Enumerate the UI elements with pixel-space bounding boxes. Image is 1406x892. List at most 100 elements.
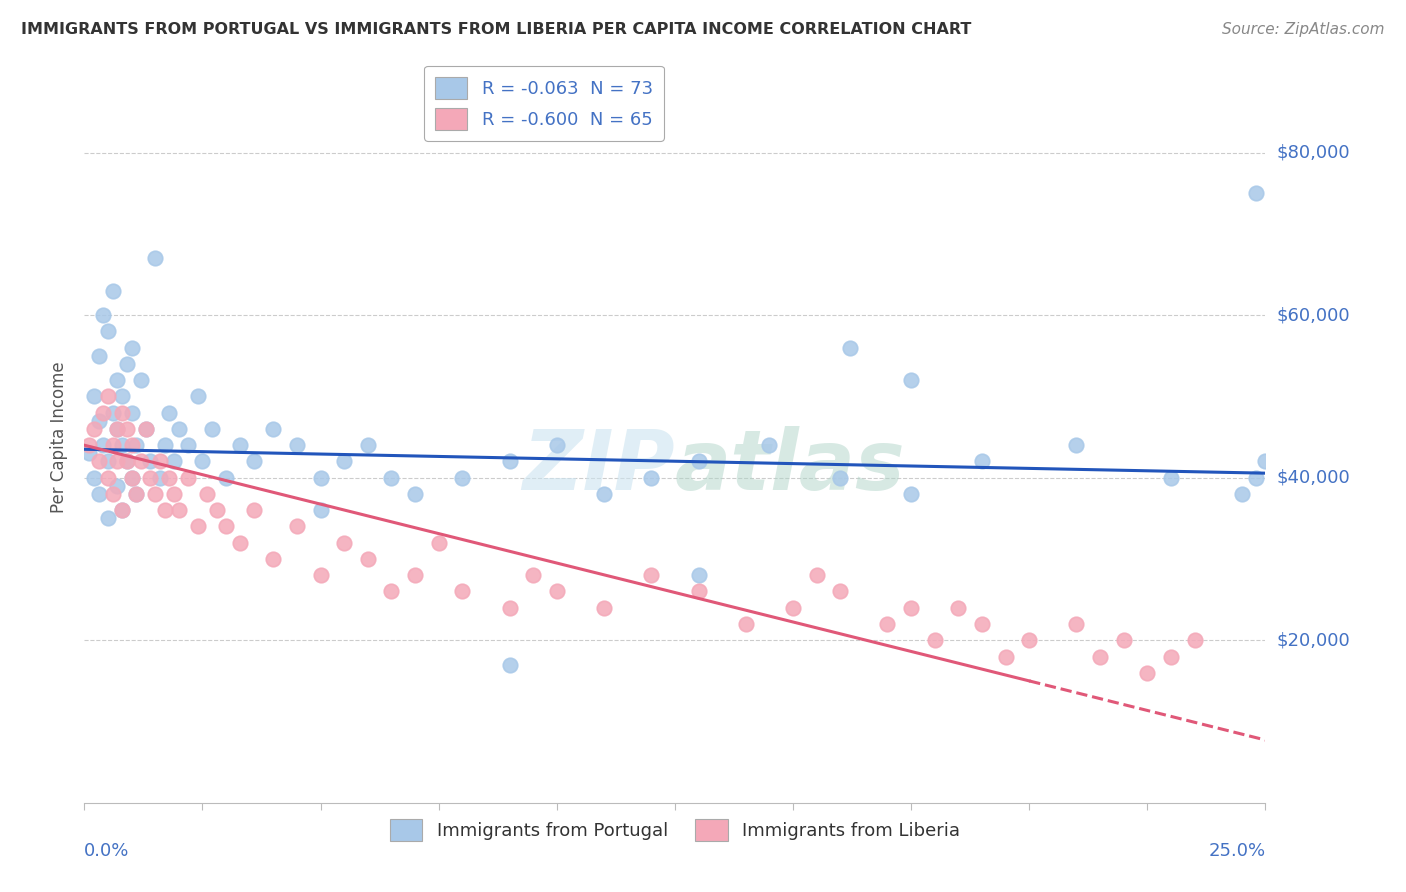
Point (135, 422, 157, 436)
Point (404, 568, 426, 582)
Point (97, 454, 120, 468)
Point (97, 511, 120, 525)
Point (97, 325, 120, 339)
Point (734, 617, 756, 632)
Text: $20,000: $20,000 (1277, 632, 1350, 649)
Point (91, 406, 114, 420)
Point (87, 349, 110, 363)
Point (357, 552, 380, 566)
Point (970, 454, 993, 468)
Text: 0.0%: 0.0% (84, 842, 129, 860)
Point (948, 600, 970, 615)
Point (115, 357, 138, 371)
Point (195, 487, 218, 501)
Point (115, 422, 138, 436)
Point (1066, 438, 1088, 452)
Point (782, 600, 804, 615)
Point (101, 284, 124, 298)
Point (806, 568, 828, 582)
Point (1136, 665, 1159, 680)
Point (876, 617, 898, 632)
Point (153, 438, 176, 452)
Point (87, 454, 110, 468)
Point (1018, 633, 1040, 648)
Point (900, 600, 922, 615)
Point (229, 535, 252, 549)
Point (838, 341, 860, 355)
Point (107, 422, 129, 436)
Point (262, 552, 284, 566)
Point (1254, 454, 1277, 468)
Point (91, 308, 114, 322)
Point (546, 584, 568, 599)
Point (101, 487, 124, 501)
Point (380, 471, 402, 485)
Point (640, 568, 662, 582)
Point (111, 389, 134, 403)
Point (167, 422, 190, 436)
Point (107, 373, 129, 387)
Point (163, 487, 186, 501)
Point (143, 252, 166, 266)
Point (357, 438, 380, 452)
Point (688, 454, 710, 468)
Point (201, 422, 224, 436)
Point (404, 487, 426, 501)
Point (900, 373, 922, 387)
Point (149, 471, 172, 485)
Point (125, 438, 148, 452)
Point (1230, 487, 1253, 501)
Point (333, 454, 356, 468)
Point (129, 373, 152, 387)
Point (498, 657, 520, 672)
Point (215, 471, 238, 485)
Point (187, 389, 209, 403)
Point (121, 438, 143, 452)
Point (1066, 617, 1088, 632)
Point (157, 406, 180, 420)
Point (139, 471, 162, 485)
Text: 25.0%: 25.0% (1208, 842, 1265, 860)
Point (153, 503, 176, 517)
Point (900, 487, 922, 501)
Point (309, 568, 332, 582)
Y-axis label: Per Capita Income: Per Capita Income (51, 361, 69, 513)
Point (157, 471, 180, 485)
Point (111, 503, 134, 517)
Point (970, 617, 993, 632)
Point (149, 454, 172, 468)
Point (309, 503, 332, 517)
Point (522, 568, 544, 582)
Legend: Immigrants from Portugal, Immigrants from Liberia: Immigrants from Portugal, Immigrants fro… (382, 812, 967, 848)
Point (87, 487, 110, 501)
Text: atlas: atlas (675, 425, 905, 507)
Point (1278, 471, 1301, 485)
Point (380, 584, 402, 599)
Text: $60,000: $60,000 (1277, 306, 1350, 324)
Text: $40,000: $40,000 (1277, 468, 1350, 487)
Point (143, 487, 166, 501)
Point (593, 487, 616, 501)
Point (167, 503, 190, 517)
Point (243, 503, 266, 517)
Point (1244, 186, 1267, 201)
Point (91, 438, 114, 452)
Point (924, 633, 946, 648)
Point (688, 584, 710, 599)
Point (111, 503, 134, 517)
Point (830, 584, 852, 599)
Point (451, 471, 474, 485)
Point (830, 471, 852, 485)
Point (994, 649, 1017, 664)
Point (229, 438, 252, 452)
Point (187, 519, 209, 533)
Point (758, 438, 780, 452)
Point (498, 454, 520, 468)
Point (77, 446, 100, 460)
Point (77, 438, 100, 452)
Point (1184, 633, 1206, 648)
Point (125, 487, 148, 501)
Point (107, 454, 129, 468)
Point (139, 454, 162, 468)
Point (115, 454, 138, 468)
